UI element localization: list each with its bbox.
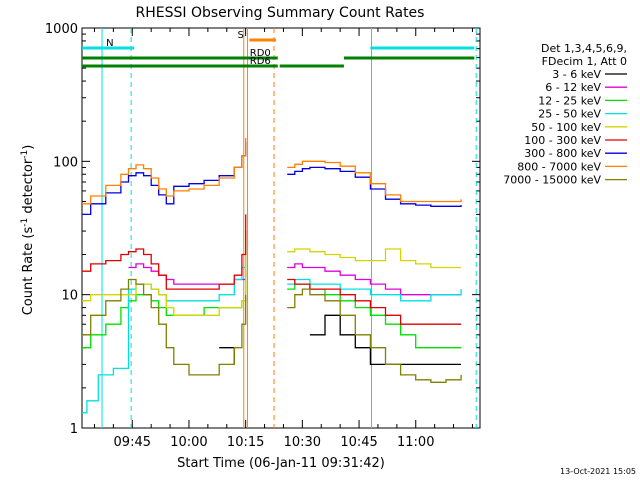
legend-header: Det 1,3,4,5,6,9,	[541, 42, 627, 55]
legend-label: 7000 - 15000 keV	[503, 174, 601, 187]
legend-label: 800 - 7000 keV	[517, 160, 601, 173]
legend-header: FDecim 1, Att 0	[542, 55, 627, 68]
series-line	[82, 267, 462, 349]
annotation-label: N	[106, 38, 113, 49]
series-line	[82, 137, 462, 205]
series-line	[82, 141, 462, 216]
x-tick-label: 09:45	[114, 435, 151, 450]
x-axis-label: Start Time (06-Jan-11 09:31:42)	[177, 456, 385, 471]
y-axis-label-text2: detector	[21, 158, 36, 218]
series-line	[82, 241, 462, 414]
series-line	[82, 231, 462, 316]
y-axis-label-sup2: -1	[20, 150, 30, 159]
x-tick-label: 10:30	[284, 435, 321, 450]
legend-label: 25 - 50 keV	[538, 108, 601, 121]
legend-label: 6 - 12 keV	[545, 81, 601, 94]
render-timestamp: 13-Oct-2021 15:05	[560, 467, 636, 476]
x-tick-label: 11:00	[397, 435, 434, 450]
y-tick-label: 1	[70, 422, 78, 437]
legend-label: 50 - 100 keV	[531, 121, 601, 134]
y-tick-label: 100	[53, 155, 78, 170]
legend-label: 3 - 6 keV	[552, 68, 601, 81]
plot-frame	[81, 27, 481, 429]
y-axis-label-close: )	[21, 145, 36, 150]
series-line	[82, 214, 462, 325]
annotation-label: S	[237, 30, 243, 41]
annotation-label: RD0	[250, 48, 271, 59]
legend: Det 1,3,4,5,6,9,FDecim 1, Att 03 - 6 keV…	[503, 42, 627, 187]
x-tick-label: 10:00	[170, 435, 207, 450]
chart-title: RHESSI Observing Summary Count Rates	[136, 5, 425, 21]
x-tick-label: 10:45	[340, 435, 377, 450]
legend-label: 100 - 300 keV	[524, 134, 601, 147]
x-tick-label: 10:15	[227, 435, 264, 450]
legend-label: 300 - 800 keV	[524, 147, 601, 160]
y-tick-label: 10	[61, 289, 78, 304]
series-line	[219, 314, 462, 366]
legend-label: 12 - 25 keV	[538, 94, 601, 107]
y-axis-label: Count Rate (s-1 detector-1)	[20, 145, 36, 316]
series-line	[82, 278, 462, 383]
y-tick-label: 1000	[45, 22, 78, 37]
y-axis-label-text: Count Rate (s	[21, 227, 36, 316]
plot-area: 1 10 100 1000 09:45 10:00 10:15 10:30 10:45 11:00	[45, 22, 481, 450]
annotation-label: RD6	[250, 56, 271, 67]
y-axis-label-sup: -1	[20, 218, 30, 227]
